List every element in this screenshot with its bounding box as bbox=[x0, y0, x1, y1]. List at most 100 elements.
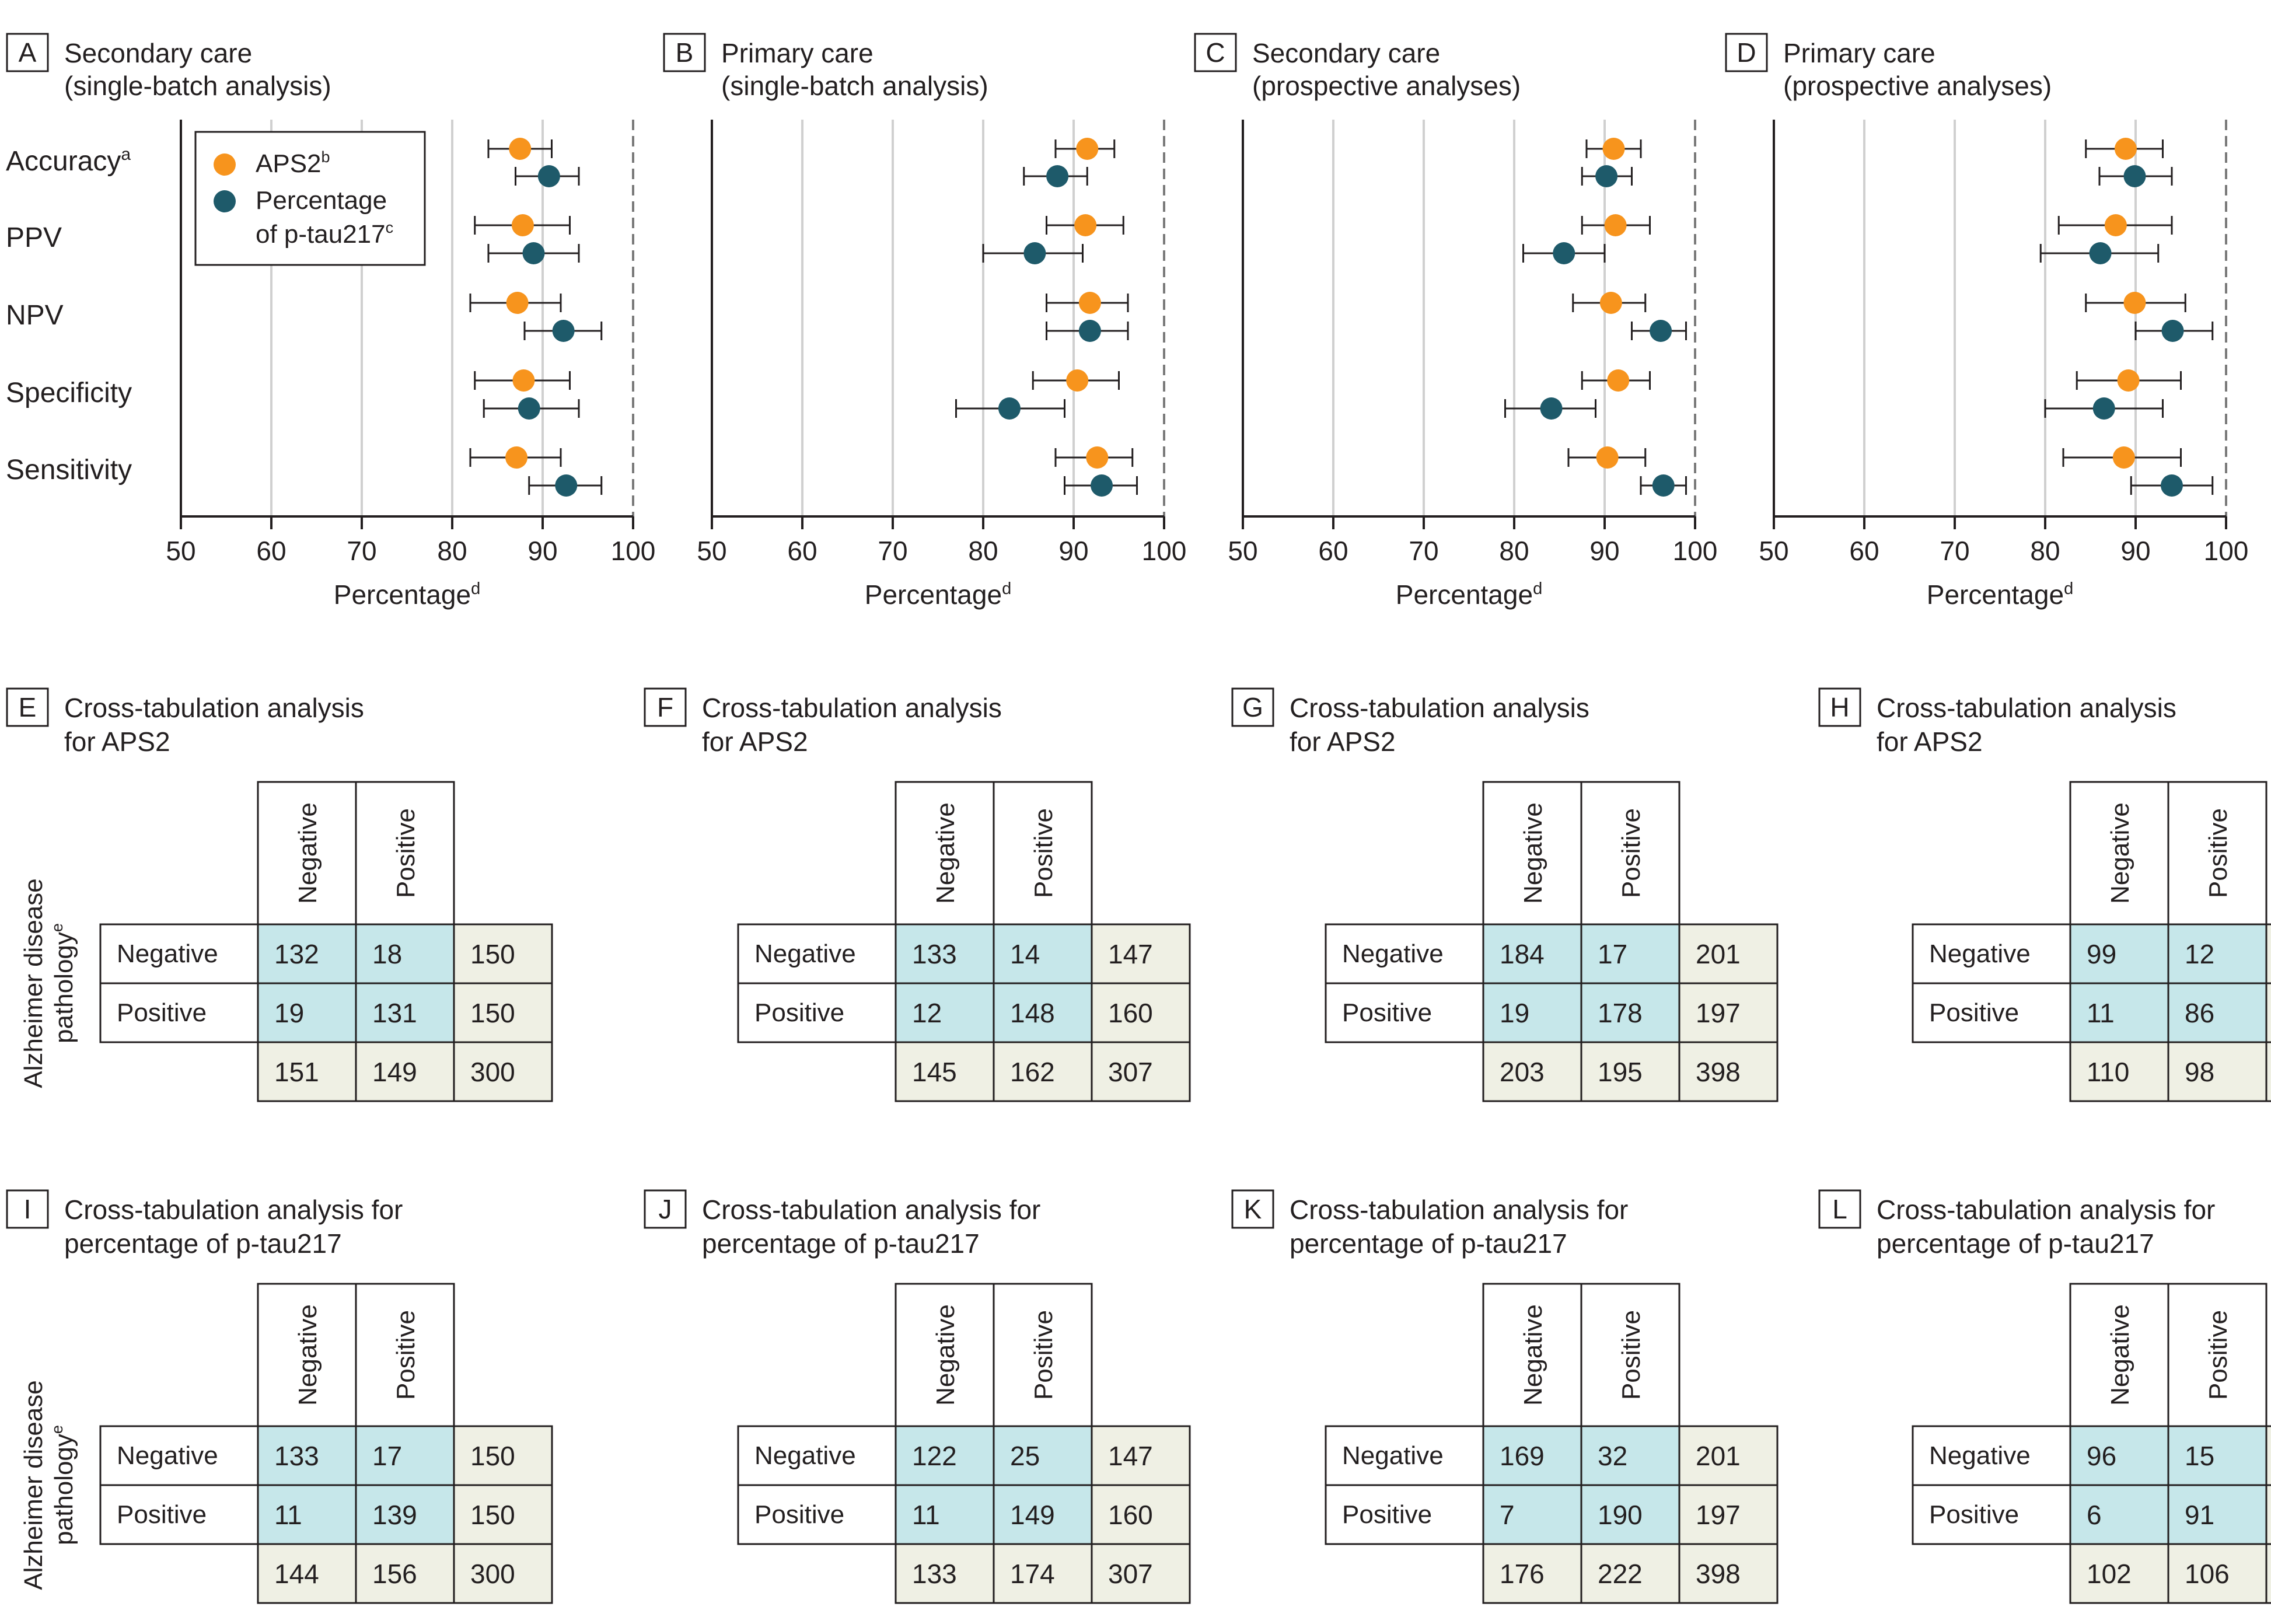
total-cell bbox=[993, 1543, 1093, 1604]
forest-panel-B: B Primary care(single-batch analysis) 50 60… bbox=[663, 33, 1186, 610]
panel-label-box bbox=[6, 687, 49, 727]
table-title-line2: for APS2 bbox=[702, 727, 808, 757]
panel-label-H: H bbox=[1830, 692, 1849, 722]
x-tick-label: 80 bbox=[968, 536, 998, 566]
total-cell bbox=[1678, 1041, 1779, 1102]
row-header-positive: Positive bbox=[1342, 1500, 1432, 1529]
metric-label-accuracy-main: Accuracy bbox=[6, 146, 121, 177]
panel-label-box bbox=[1194, 33, 1237, 72]
count-cell bbox=[895, 982, 995, 1043]
column-header-cell bbox=[895, 1283, 995, 1427]
y-axis-label-line1: Alzheimer disease bbox=[19, 1380, 48, 1590]
ptau217-point bbox=[1023, 242, 1046, 264]
aps2-point bbox=[1066, 369, 1089, 392]
x-axis-label-superscript: d bbox=[1002, 579, 1011, 598]
x-axis-label: Percentaged bbox=[1396, 579, 1542, 610]
x-axis-label-superscript: d bbox=[2064, 579, 2073, 598]
crosstab-J: J Cross-tabulation analysis forpercentage… bbox=[644, 1189, 1191, 1604]
crosstab-I: I Cross-tabulation analysis forpercentage… bbox=[6, 1189, 553, 1604]
legend-ptau217-label-line2-main: of p-tau217 bbox=[256, 220, 386, 249]
total-value: 110 bbox=[2087, 1057, 2129, 1087]
total-value: 201 bbox=[1696, 1441, 1741, 1471]
column-header-positive: Positive bbox=[1617, 1310, 1645, 1400]
panel-label-I: I bbox=[24, 1194, 32, 1224]
panel-title-line2: (single-batch analysis) bbox=[721, 71, 988, 101]
crosstab-E: E Cross-tabulation analysis for APS2 Negati… bbox=[6, 687, 553, 1102]
count-value: 12 bbox=[2185, 939, 2214, 969]
count-cell bbox=[993, 1484, 1093, 1545]
aps2-point bbox=[2104, 214, 2127, 236]
aps2-point bbox=[1604, 214, 1627, 236]
total-cell bbox=[1482, 1543, 1582, 1604]
x-tick-label: 70 bbox=[1409, 536, 1438, 566]
aps2-point bbox=[2112, 446, 2135, 469]
x-axis-label-main: Percentage bbox=[334, 579, 471, 610]
table-title-line2: for APS2 bbox=[64, 727, 170, 757]
total-value: 147 bbox=[1108, 939, 1153, 969]
row-header-negative: Negative bbox=[1342, 940, 1444, 968]
row-header-positive: Positive bbox=[1342, 998, 1432, 1027]
row-header-negative: Negative bbox=[1929, 940, 2031, 968]
column-header-negative: Negative bbox=[294, 802, 322, 904]
legend-ptau217-label-line2: of p-tau217c bbox=[256, 219, 393, 249]
count-cell bbox=[1482, 1484, 1582, 1545]
x-axis-label-superscript: d bbox=[471, 579, 480, 598]
total-cell bbox=[1678, 1484, 1779, 1545]
x-axis-label-main: Percentage bbox=[1927, 579, 2064, 610]
aps2-point bbox=[511, 214, 534, 236]
metric-label-accuracy-superscript: a bbox=[121, 145, 131, 164]
table-title-line1: Cross-tabulation analysis bbox=[702, 693, 1002, 723]
total-cell bbox=[1678, 1425, 1779, 1486]
column-header-cell bbox=[355, 1283, 455, 1427]
count-cell bbox=[1580, 923, 1680, 984]
column-header-negative: Negative bbox=[2106, 1304, 2134, 1406]
total-value: 398 bbox=[1696, 1559, 1741, 1589]
total-value: 102 bbox=[2087, 1559, 2132, 1589]
total-cell bbox=[2167, 1543, 2267, 1604]
aps2-point bbox=[1596, 446, 1619, 469]
count-cell bbox=[2167, 1425, 2267, 1486]
y-axis-label-line2: pathologye bbox=[48, 1425, 78, 1545]
total-value: 398 bbox=[1696, 1057, 1741, 1087]
y-axis-label-line2-superscript: e bbox=[48, 923, 66, 932]
aps2-point bbox=[1607, 369, 1630, 392]
count-cell bbox=[1580, 1425, 1680, 1486]
total-value: 150 bbox=[470, 939, 515, 969]
column-header-positive: Positive bbox=[2204, 808, 2232, 898]
x-tick-label: 100 bbox=[1673, 536, 1718, 566]
count-value: 86 bbox=[2185, 998, 2214, 1028]
panel-title-line1: Secondary care bbox=[64, 38, 252, 68]
count-cell bbox=[993, 923, 1093, 984]
column-header-cell bbox=[1482, 781, 1582, 925]
count-value: 184 bbox=[1500, 939, 1545, 969]
x-tick-label: 70 bbox=[878, 536, 907, 566]
count-cell bbox=[2069, 923, 2169, 984]
total-cell bbox=[1091, 1041, 1191, 1102]
count-value: 25 bbox=[1010, 1441, 1040, 1471]
panel-label-box bbox=[6, 1189, 49, 1229]
count-cell bbox=[2167, 982, 2267, 1043]
x-tick-label: 100 bbox=[611, 536, 656, 566]
column-header-cell bbox=[257, 781, 357, 925]
row-header-positive: Positive bbox=[117, 1500, 207, 1529]
row-header-negative: Negative bbox=[754, 1441, 856, 1470]
x-tick-label: 80 bbox=[437, 536, 467, 566]
panel-title-line2: (prospective analyses) bbox=[1252, 71, 1521, 101]
row-header-negative: Negative bbox=[117, 940, 218, 968]
aps2-point bbox=[1074, 214, 1097, 236]
count-value: 6 bbox=[2087, 1500, 2102, 1530]
panel-label-B: B bbox=[676, 37, 694, 68]
row-header-positive: Positive bbox=[754, 1500, 844, 1529]
count-value: 178 bbox=[1598, 998, 1643, 1028]
panel-label-F: F bbox=[657, 692, 673, 722]
total-value: 195 bbox=[1598, 1057, 1643, 1087]
column-header-cell bbox=[1580, 1283, 1680, 1427]
count-value: 32 bbox=[1598, 1441, 1627, 1471]
aps2-point bbox=[1078, 292, 1101, 314]
y-axis-label-line2-main: pathology bbox=[50, 932, 78, 1043]
total-value: 150 bbox=[470, 998, 515, 1028]
count-value: 133 bbox=[912, 939, 957, 969]
count-cell bbox=[1482, 1425, 1582, 1486]
table-title-line1: Cross-tabulation analysis for bbox=[702, 1195, 1040, 1225]
total-value: 151 bbox=[274, 1057, 319, 1087]
